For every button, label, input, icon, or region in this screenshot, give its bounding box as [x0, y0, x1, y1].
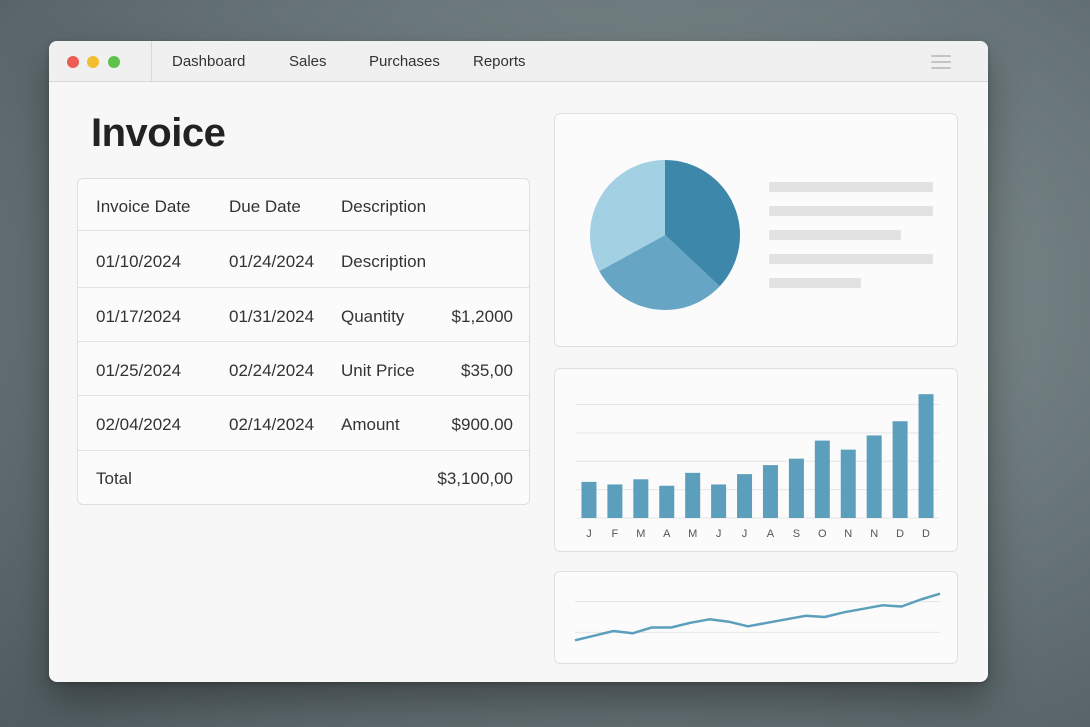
hamburger-menu-icon[interactable] — [931, 55, 951, 69]
invoice-date-cell: 02/04/2024 — [96, 415, 182, 434]
bar — [814, 440, 830, 518]
pie-slice — [590, 160, 665, 272]
amount-cell: $35,00 — [461, 361, 513, 380]
nav-reports[interactable]: Reports — [473, 53, 526, 70]
table-total-row: Total $3,100,00 — [78, 451, 529, 504]
legend-placeholder-line — [769, 206, 933, 216]
table-row: 01/10/2024 01/24/2024 Description — [78, 231, 529, 288]
bar — [892, 421, 908, 518]
due-date-cell: 01/24/2024 — [229, 252, 315, 271]
bar — [762, 465, 778, 518]
amount-cell: $1,2000 — [451, 307, 513, 326]
invoice-date-cell: 01/17/2024 — [96, 307, 182, 326]
due-date-cell: 02/14/2024 — [229, 415, 315, 434]
total-value: $3,100,00 — [437, 469, 513, 488]
maximize-window-button[interactable] — [108, 56, 120, 68]
pie-slice — [665, 160, 740, 287]
bar — [866, 435, 882, 518]
x-tick-label: D — [896, 528, 904, 540]
line-chart — [574, 592, 941, 642]
line-chart-card — [554, 571, 958, 664]
bar — [788, 458, 804, 518]
bar — [659, 485, 675, 518]
x-tick-label: A — [767, 528, 775, 540]
x-tick-label: A — [663, 528, 671, 540]
app-window: Dashboard Sales Purchases Reports Invoic… — [49, 41, 988, 682]
description-cell: Description — [341, 252, 427, 271]
total-label: Total — [96, 469, 132, 488]
invoice-date-cell: 01/10/2024 — [96, 252, 182, 271]
pie-slice — [599, 235, 720, 310]
description-cell: Quantity — [341, 307, 405, 326]
x-tick-label: N — [870, 528, 878, 540]
nav-sales[interactable]: Sales — [289, 53, 327, 70]
x-tick-label: D — [922, 528, 930, 540]
legend-placeholder-line — [769, 230, 901, 240]
table-row: 01/17/2024 01/31/2024 Quantity $1,2000 — [78, 288, 529, 342]
amount-cell: $900.00 — [451, 415, 513, 434]
page-title: Invoice — [91, 111, 226, 155]
invoice-table: Invoice Date Due Date Description 01/10/… — [77, 178, 530, 505]
titlebar-divider — [151, 41, 152, 82]
table-row: 02/04/2024 02/14/2024 Amount $900.00 — [78, 396, 529, 451]
header-description: Description — [341, 197, 427, 216]
header-invoice-date: Invoice Date — [96, 197, 191, 216]
x-tick-label: J — [716, 528, 722, 540]
legend-placeholder-line — [769, 278, 861, 288]
nav-dashboard[interactable]: Dashboard — [172, 53, 246, 70]
pie-chart — [590, 160, 740, 310]
x-tick-label: O — [818, 528, 827, 540]
bar — [737, 474, 753, 518]
bar — [918, 394, 934, 518]
table-row: 01/25/2024 02/24/2024 Unit Price $35,00 — [78, 342, 529, 396]
pie-chart-card — [554, 113, 958, 347]
bar — [581, 481, 597, 518]
x-tick-label: M — [636, 528, 645, 540]
legend-placeholder-line — [769, 182, 933, 192]
title-bar: Dashboard Sales Purchases Reports — [49, 41, 988, 82]
invoice-date-cell: 01/25/2024 — [96, 361, 182, 380]
series-line — [574, 592, 941, 642]
x-tick-label: N — [844, 528, 852, 540]
bar — [633, 479, 649, 518]
due-date-cell: 01/31/2024 — [229, 307, 315, 326]
bar — [685, 472, 701, 518]
close-window-button[interactable] — [67, 56, 79, 68]
x-tick-label: J — [742, 528, 748, 540]
x-tick-label: F — [612, 528, 619, 540]
x-tick-label: J — [586, 528, 592, 540]
minimize-window-button[interactable] — [87, 56, 99, 68]
x-tick-label: S — [793, 528, 800, 540]
bar — [840, 449, 856, 518]
nav-purchases[interactable]: Purchases — [369, 53, 440, 70]
header-due-date: Due Date — [229, 197, 301, 216]
x-tick-label: M — [688, 528, 697, 540]
bar — [711, 484, 727, 518]
due-date-cell: 02/24/2024 — [229, 361, 315, 380]
description-cell: Unit Price — [341, 361, 415, 380]
table-header-row: Invoice Date Due Date Description — [78, 179, 529, 231]
bar — [607, 484, 623, 518]
legend-placeholder-line — [769, 254, 933, 264]
description-cell: Amount — [341, 415, 400, 434]
